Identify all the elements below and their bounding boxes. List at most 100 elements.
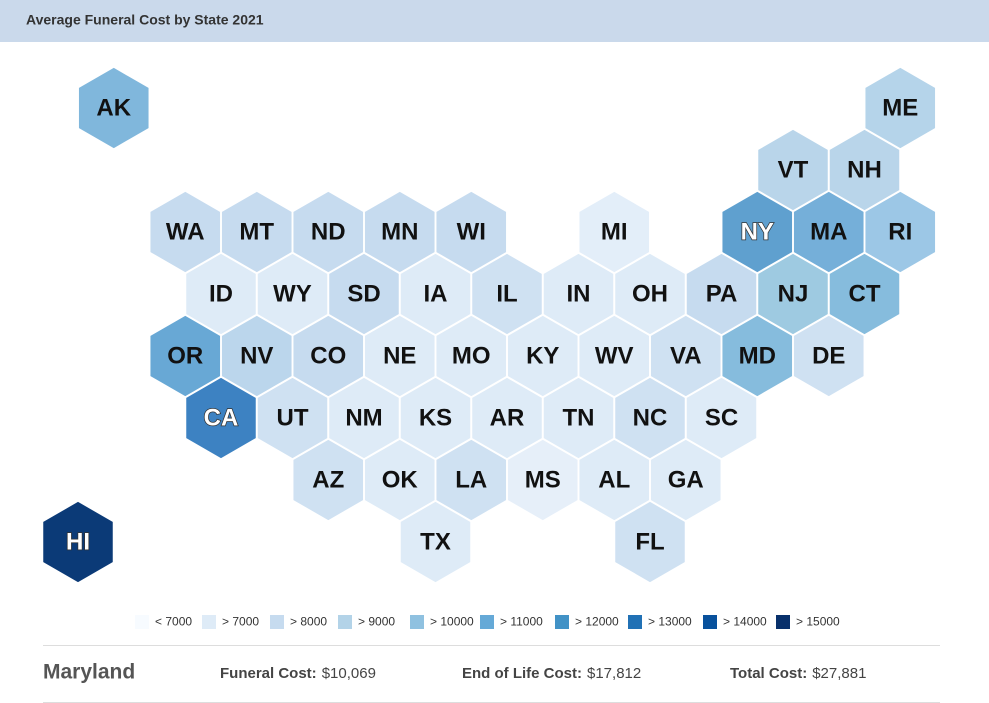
- state-hex[interactable]: [613, 500, 687, 584]
- state[interactable]: SC: [685, 376, 758, 460]
- state-label: VA: [670, 342, 702, 369]
- state[interactable]: MD: [720, 314, 794, 398]
- state[interactable]: ME: [863, 66, 937, 150]
- state-label: NH: [847, 156, 882, 183]
- state[interactable]: VT: [756, 128, 830, 212]
- state-label: PA: [706, 280, 738, 307]
- state-label: ID: [209, 280, 233, 307]
- legend-label: > 12000: [575, 615, 619, 629]
- detail-label: End of Life Cost:: [462, 665, 582, 682]
- title: Average Funeral Cost by State 2021: [26, 12, 264, 28]
- state[interactable]: WV: [577, 314, 651, 398]
- state[interactable]: IN: [542, 252, 615, 336]
- state-hex[interactable]: [77, 66, 151, 150]
- state[interactable]: AK: [77, 66, 151, 150]
- state-label: CO: [310, 342, 346, 369]
- detail-value: $17,812: [587, 665, 641, 682]
- state[interactable]: UT: [256, 376, 329, 460]
- detail: Funeral Cost: $10,069: [220, 665, 376, 682]
- state[interactable]: DE: [792, 314, 866, 398]
- state-label: TN: [563, 404, 595, 431]
- state-label: MA: [810, 218, 847, 245]
- state-label: MN: [381, 218, 418, 245]
- legend-swatch: [555, 615, 569, 629]
- state[interactable]: OR: [148, 314, 222, 398]
- state-label: WY: [273, 280, 312, 307]
- state[interactable]: HI: [41, 500, 115, 584]
- state-label: SD: [347, 280, 380, 307]
- legend-swatch: [202, 615, 216, 629]
- state[interactable]: MA: [792, 190, 866, 274]
- legend-swatch: [270, 615, 284, 629]
- state[interactable]: RI: [863, 190, 937, 274]
- state[interactable]: AL: [577, 438, 651, 522]
- state[interactable]: CA: [184, 376, 258, 460]
- state[interactable]: GA: [649, 438, 723, 522]
- detail: End of Life Cost: $17,812: [462, 665, 641, 682]
- state[interactable]: ID: [184, 252, 258, 336]
- state-label: MS: [525, 466, 561, 493]
- state-hex[interactable]: [792, 314, 866, 398]
- legend-label: > 11000: [500, 615, 543, 629]
- state[interactable]: TN: [542, 376, 615, 460]
- state-label: IA: [424, 280, 448, 307]
- state-label: MI: [601, 218, 628, 245]
- state-label: OH: [632, 280, 668, 307]
- state[interactable]: FL: [613, 500, 687, 584]
- legend-swatch: [480, 615, 494, 629]
- state[interactable]: TX: [399, 500, 472, 584]
- state[interactable]: MN: [363, 190, 437, 274]
- state-label: TX: [420, 528, 451, 555]
- legend-label: > 15000: [796, 615, 840, 629]
- state-label: WA: [166, 218, 205, 245]
- state[interactable]: NH: [828, 128, 901, 212]
- state-label: CA: [204, 404, 239, 431]
- state-label: NV: [240, 342, 273, 369]
- state-label: MO: [452, 342, 491, 369]
- state[interactable]: NJ: [756, 252, 830, 336]
- state-label: NY: [741, 218, 774, 245]
- legend-swatch: [135, 615, 149, 629]
- state[interactable]: AR: [470, 376, 544, 460]
- state-label: IN: [567, 280, 591, 307]
- state-label: NM: [345, 404, 382, 431]
- legend-swatch: [338, 615, 352, 629]
- legend-swatch: [410, 615, 424, 629]
- legend-swatch: [703, 615, 717, 629]
- state-label: HI: [66, 528, 90, 555]
- state-name: Maryland: [43, 661, 135, 684]
- detail-label: Total Cost:: [730, 665, 807, 682]
- state[interactable]: MI: [577, 190, 651, 274]
- state-label: RI: [888, 218, 912, 245]
- state-label: KS: [419, 404, 452, 431]
- state-label: IL: [496, 280, 517, 307]
- state-label: VT: [778, 156, 809, 183]
- state-label: AR: [490, 404, 525, 431]
- state-label: MD: [739, 342, 776, 369]
- title-bar: [0, 0, 989, 42]
- state[interactable]: KS: [399, 376, 472, 460]
- state[interactable]: WY: [256, 252, 329, 336]
- state-hex[interactable]: [41, 500, 115, 584]
- state-label: NJ: [778, 280, 809, 307]
- detail: Total Cost: $27,881: [730, 665, 866, 682]
- state-hex[interactable]: [399, 500, 472, 584]
- legend-swatch: [628, 615, 642, 629]
- legend-label: > 9000: [358, 615, 395, 629]
- state-label: NC: [633, 404, 668, 431]
- state-label: WI: [457, 218, 486, 245]
- state[interactable]: CT: [828, 252, 901, 336]
- legend-label: > 13000: [648, 615, 692, 629]
- state-label: AL: [598, 466, 630, 493]
- detail-value: $10,069: [322, 665, 376, 682]
- state-label: CT: [849, 280, 881, 307]
- legend-label: > 14000: [723, 615, 767, 629]
- state-label: ME: [882, 94, 918, 121]
- state-label: SC: [705, 404, 738, 431]
- state-label: GA: [668, 466, 704, 493]
- state[interactable]: MS: [506, 438, 580, 522]
- state-label: DE: [812, 342, 845, 369]
- legend-label: > 8000: [290, 615, 327, 629]
- legend-label: > 7000: [222, 615, 259, 629]
